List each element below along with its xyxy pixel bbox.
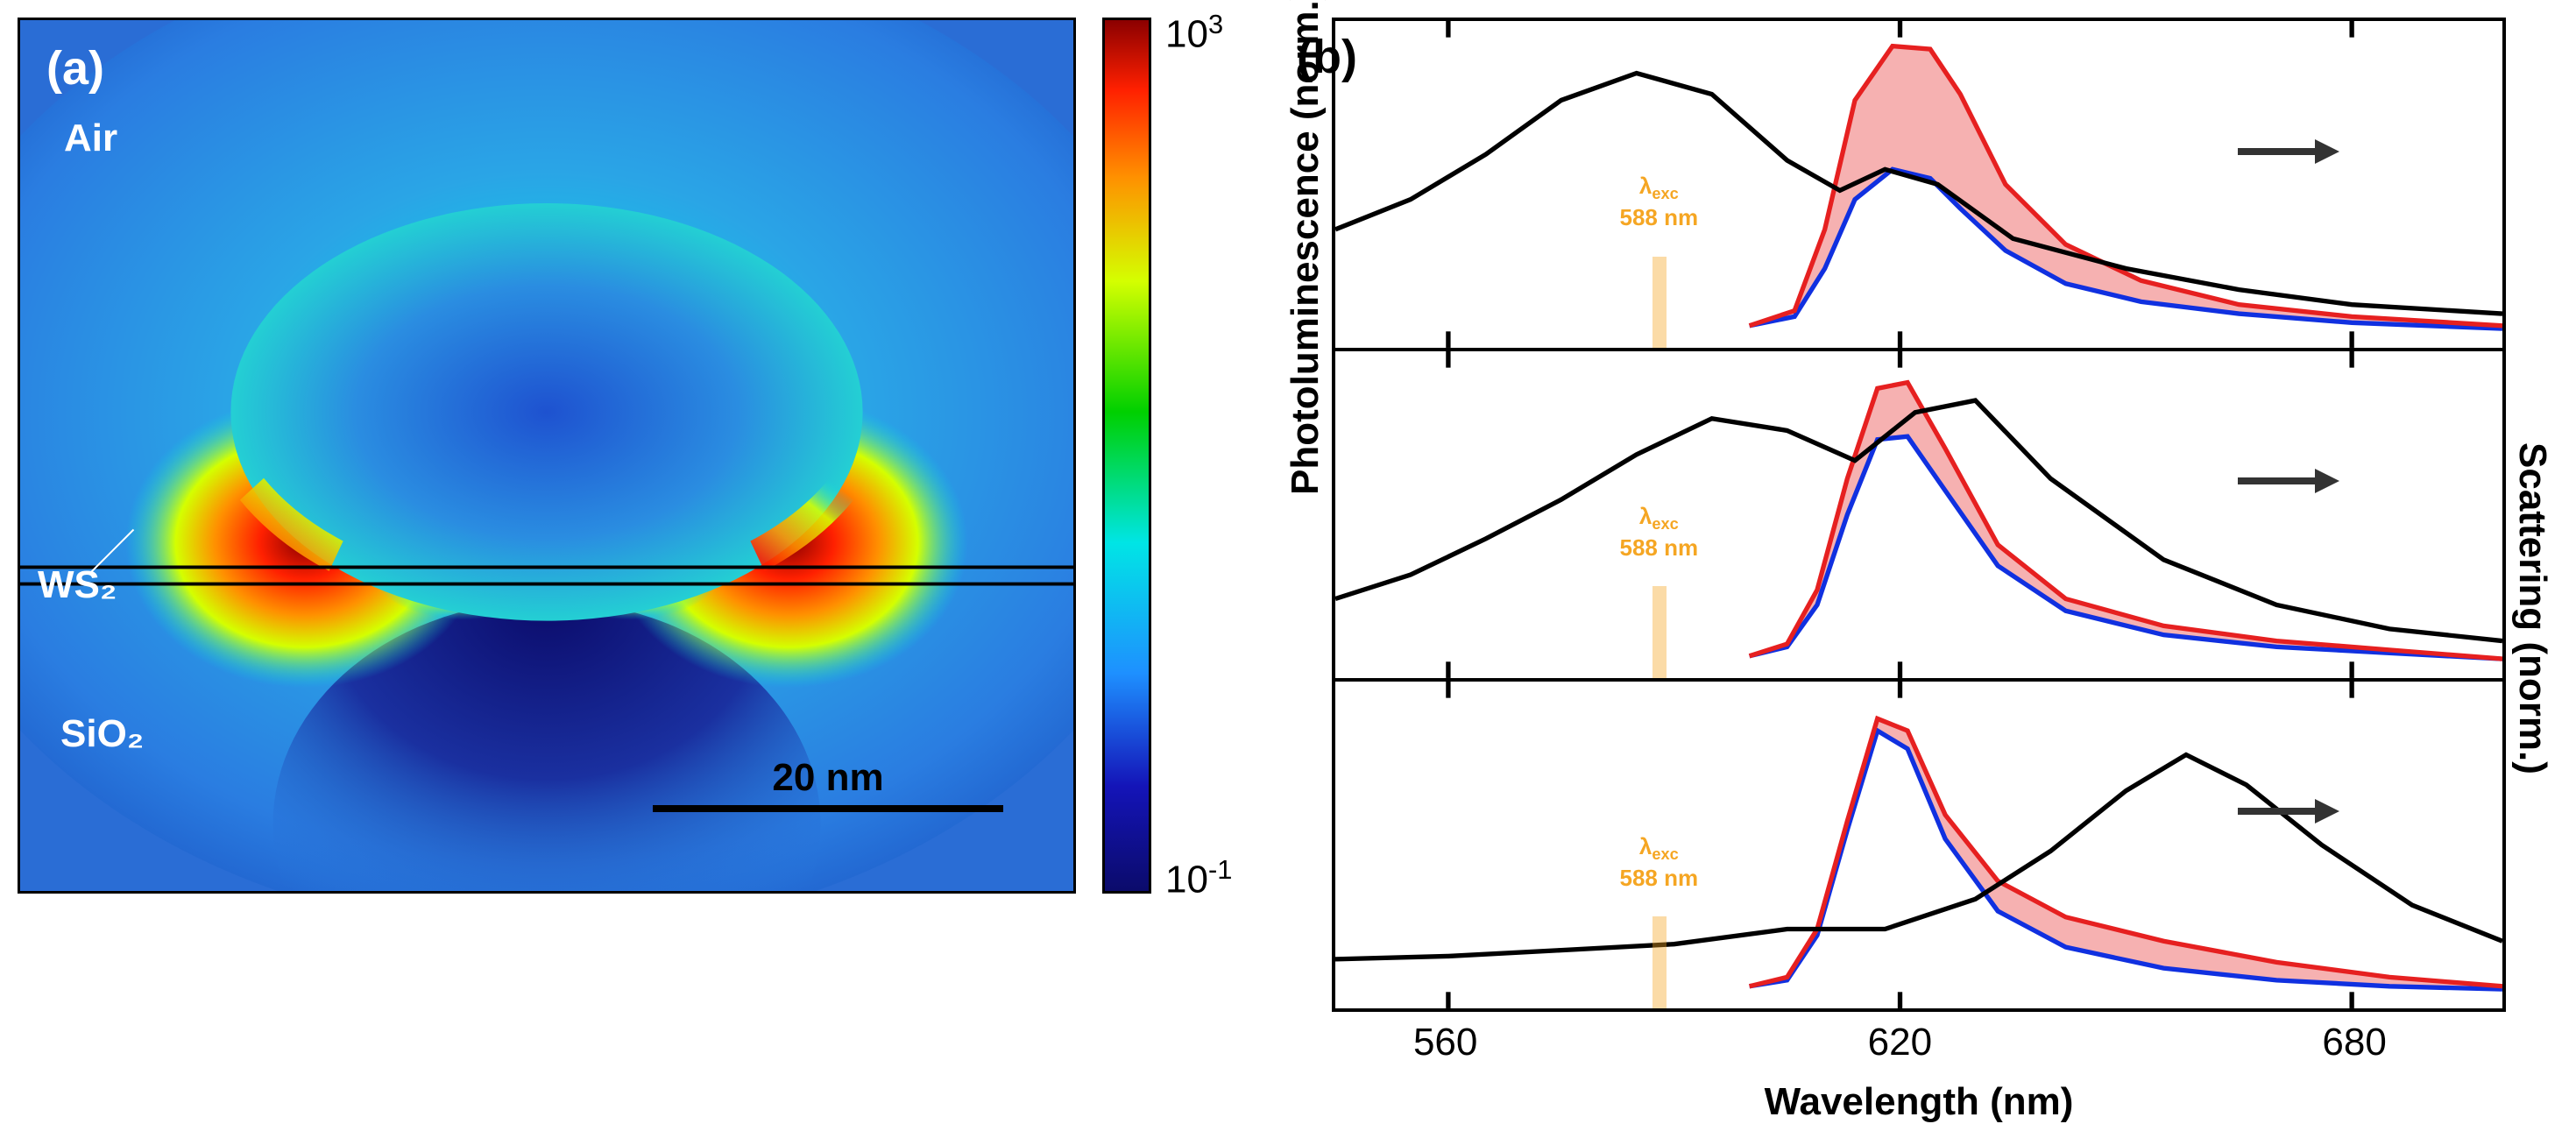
panel-label-b: (b) xyxy=(1297,30,1357,84)
scalebar: 20 nm xyxy=(653,756,1003,812)
pl-red-line xyxy=(1750,383,2502,660)
x-tick-label: 560 xyxy=(1413,1021,1477,1064)
excitation-line xyxy=(1652,586,1667,677)
figure-container: (a) Air WS₂ SiO₂ 20 nm xyxy=(18,18,2558,922)
x-tick-label: 680 xyxy=(2322,1021,2386,1064)
x-tick-label: 620 xyxy=(1868,1021,1932,1064)
x-tick-labels: 560620680 xyxy=(1332,1012,2506,1029)
subplot-svg-0 xyxy=(1335,21,2502,348)
y-label-left: Photoluminescence (norm.) xyxy=(1284,442,1327,495)
subplot-0: λexc 588 nm xyxy=(1335,21,2502,351)
exc-label-bottom: 588 nm xyxy=(1620,864,1699,890)
exc-label-top: λexc xyxy=(1639,173,1679,199)
exc-label-top: λexc xyxy=(1639,503,1679,529)
plot-stack: (b) λexc588 nmλexc588 nmλexc588 nm xyxy=(1332,18,2506,1012)
arrow-right-icon xyxy=(2234,465,2339,501)
scalebar-text: 20 nm xyxy=(653,756,1003,800)
colorbar xyxy=(1102,18,1151,894)
pl-fill xyxy=(1750,718,2502,989)
y-label-right: Scattering (norm.) xyxy=(2510,442,2554,495)
colorbar-label-bottom: 10-1 xyxy=(1165,854,1232,902)
x-axis-label: Wavelength (nm) xyxy=(1332,1080,2506,1124)
excitation-marker: λexc 588 nm xyxy=(1620,503,1699,561)
region-label-air: Air xyxy=(64,117,117,160)
excitation-marker: λexc 588 nm xyxy=(1620,173,1699,230)
subplot-2: λexc 588 nm xyxy=(1335,682,2502,1008)
panel-label-a: (a) xyxy=(46,41,104,95)
subplot-svg-1 xyxy=(1335,351,2502,678)
excitation-line xyxy=(1652,257,1667,348)
colorbar-labels: 103 10-1 xyxy=(1165,18,1244,894)
y-axis-right: Scattering (norm.) xyxy=(2506,18,2558,920)
excitation-line xyxy=(1652,916,1667,1007)
colorbar-container: 103 10-1 xyxy=(1102,18,1244,894)
scattering-line xyxy=(1335,754,2502,958)
panel-a: (a) Air WS₂ SiO₂ 20 nm xyxy=(18,18,1244,920)
plots-column: (b) λexc588 nmλexc588 nmλexc588 nm 56062… xyxy=(1332,18,2506,920)
excitation-marker: λexc 588 nm xyxy=(1620,833,1699,891)
scalebar-line xyxy=(653,805,1003,812)
arrow-right-icon xyxy=(2234,795,2339,831)
region-label-sio2: SiO₂ xyxy=(60,712,144,756)
heatmap-area: (a) Air WS₂ SiO₂ 20 nm xyxy=(18,18,1076,894)
y-axis-left: Photoluminescence (norm.) xyxy=(1279,18,1332,920)
arrow-right-icon xyxy=(2234,136,2339,172)
exc-label-top: λexc xyxy=(1639,833,1679,859)
exc-label-bottom: 588 nm xyxy=(1620,534,1699,560)
panel-b: Photoluminescence (norm.) (b) λexc 588 nm… xyxy=(1279,18,2558,920)
subplot-svg-2 xyxy=(1335,682,2502,1008)
subplot-1: λexc 588 nm xyxy=(1335,351,2502,682)
region-label-ws2: WS₂ xyxy=(38,563,117,607)
exc-label-bottom: 588 nm xyxy=(1620,203,1699,230)
x-axis-area: 560620680 Wavelength (nm) xyxy=(1332,1012,2506,1124)
colorbar-label-top: 103 xyxy=(1165,9,1223,57)
